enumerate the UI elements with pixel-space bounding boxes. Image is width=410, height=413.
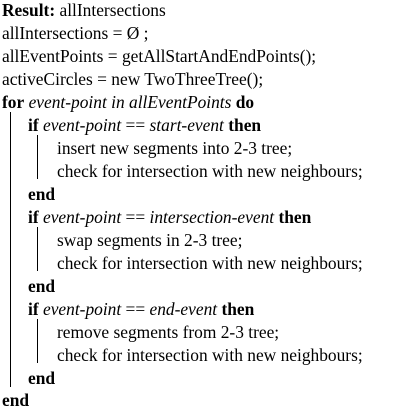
condition-left: event-point bbox=[38, 299, 126, 319]
in-keyword: in bbox=[111, 92, 125, 112]
then-keyword: then bbox=[278, 207, 312, 227]
result-keyword: Result: bbox=[2, 0, 56, 20]
init-line-intersections: allIntersections = Ø ; bbox=[2, 23, 149, 43]
for-collection: allEventPoints bbox=[124, 92, 236, 112]
condition-left: event-point bbox=[38, 115, 126, 135]
for-variable: event-point bbox=[24, 92, 112, 112]
if-keyword: if bbox=[28, 207, 39, 227]
if-start-event-header: if event-point == start-event then bbox=[28, 115, 261, 138]
result-text: allIntersections bbox=[55, 0, 166, 20]
then-keyword: then bbox=[221, 299, 255, 319]
block-body-line: swap segments in 2-3 tree; bbox=[57, 230, 243, 250]
if-keyword: if bbox=[28, 115, 39, 135]
result-line: Result: allIntersections bbox=[2, 0, 166, 23]
condition-operator: == bbox=[125, 115, 146, 135]
if-end-keyword: end bbox=[28, 184, 56, 204]
if-intersection-event-header: if event-point == intersection-event the… bbox=[28, 207, 311, 230]
condition-operator: == bbox=[125, 299, 146, 319]
if-end-keyword: end bbox=[28, 276, 56, 296]
if-keyword: if bbox=[28, 299, 39, 319]
condition-right: start-event bbox=[145, 115, 229, 135]
for-loop-header: for event-point in allEventPoints do bbox=[2, 92, 254, 115]
if-end-event-header: if event-point == end-event then bbox=[28, 299, 254, 322]
block-body-line: check for intersection with new neighbou… bbox=[57, 253, 363, 273]
if-end-keyword: end bbox=[28, 368, 56, 388]
for-end-keyword: end bbox=[2, 390, 30, 410]
condition-operator: == bbox=[125, 207, 146, 227]
do-keyword: do bbox=[235, 92, 255, 112]
init-line-event-points: allEventPoints = getAllStartAndEndPoints… bbox=[2, 46, 317, 66]
then-keyword: then bbox=[228, 115, 262, 135]
for-loop-scope-line bbox=[10, 112, 11, 387]
block-body-line: check for intersection with new neighbou… bbox=[57, 161, 363, 181]
block-body-line: check for intersection with new neighbou… bbox=[57, 345, 363, 365]
init-line-active-circles: activeCircles = new TwoThreeTree(); bbox=[2, 69, 264, 89]
condition-left: event-point bbox=[38, 207, 126, 227]
condition-right: intersection-event bbox=[145, 207, 279, 227]
block-body-line: remove segments from 2-3 tree; bbox=[57, 322, 280, 342]
if-intersection-event-scope-line bbox=[37, 227, 38, 271]
if-start-event-scope-line bbox=[37, 135, 38, 179]
block-body-line: insert new segments into 2-3 tree; bbox=[57, 138, 293, 158]
for-keyword: for bbox=[2, 92, 25, 112]
if-end-event-scope-line bbox=[37, 319, 38, 363]
condition-right: end-event bbox=[145, 299, 222, 319]
